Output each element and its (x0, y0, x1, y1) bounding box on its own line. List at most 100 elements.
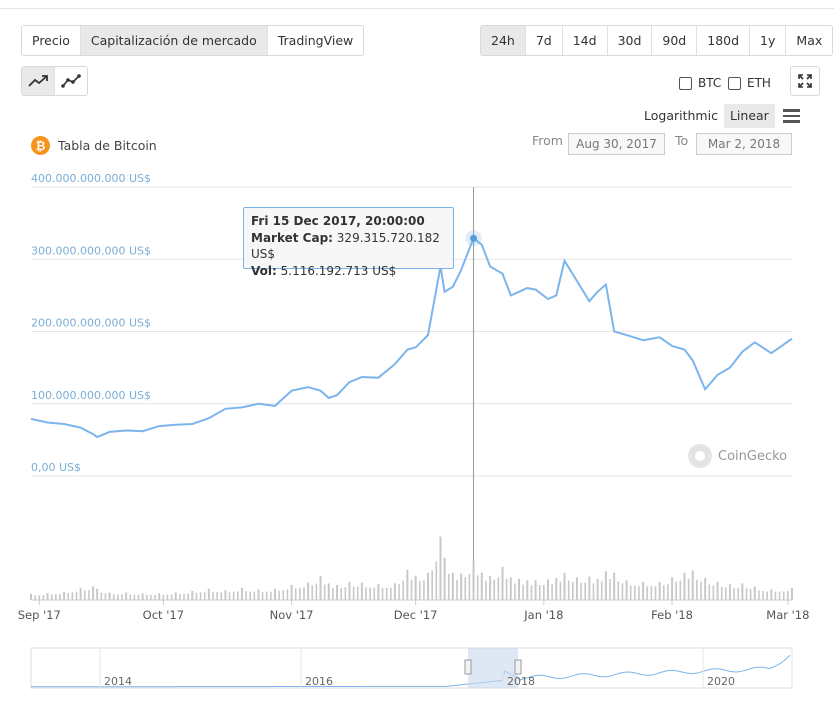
volume-bar (662, 585, 665, 600)
volume-bar (526, 580, 529, 600)
volume-bar (75, 591, 78, 600)
volume-bar (782, 591, 785, 600)
volume-bar (174, 592, 177, 600)
tab-capitalizaci-n-de-mercado[interactable]: Capitalización de mercado (80, 26, 268, 55)
menu-icon[interactable] (782, 109, 800, 123)
volume-bar (604, 571, 607, 600)
volume-bar (480, 572, 483, 600)
range-90d[interactable]: 90d (652, 26, 698, 55)
volume-bar (762, 590, 764, 600)
range-7d[interactable]: 7d (525, 26, 563, 55)
volume-bar (778, 591, 781, 600)
volume-bar (712, 585, 715, 600)
range-30d[interactable]: 30d (607, 26, 653, 55)
volume-bar (634, 585, 636, 600)
navigator-frame (30, 647, 793, 689)
from-date-input[interactable]: Aug 30, 2017 (568, 133, 665, 155)
volume-bar (745, 588, 748, 600)
line-chart-icon[interactable] (22, 67, 55, 95)
to-label: To (675, 133, 689, 148)
navigator-line (31, 654, 791, 688)
tooltip-vol-value: 5.116.192.713 US$ (280, 263, 397, 278)
compare-btc[interactable]: BTC (679, 76, 721, 90)
from-label: From (532, 133, 563, 148)
y-tick-label: 200.000.000.000 US$ (31, 317, 151, 330)
volume-bar (410, 579, 413, 600)
range-1y[interactable]: 1y (750, 26, 787, 55)
volume-bar (220, 592, 223, 600)
volume-bar (609, 579, 611, 600)
volume-bar (96, 588, 99, 600)
volume-bar (497, 577, 500, 600)
compare-eth[interactable]: ETH (728, 76, 771, 90)
volume-bar (625, 580, 628, 600)
x-tick-label: Jan '18 (523, 608, 563, 622)
market-cap-line (30, 236, 793, 439)
volume-bar (538, 585, 541, 600)
volume-bar (456, 579, 458, 600)
volume-bar (435, 561, 438, 600)
volume-bar (522, 584, 524, 600)
navigator-label: 2016 (305, 675, 333, 688)
tab-tradingview[interactable]: TradingView (267, 26, 364, 55)
tab-precio[interactable]: Precio (22, 26, 81, 55)
tooltip-vol-label: Vol: (251, 263, 277, 278)
volume-bar (600, 581, 603, 600)
expand-icon (798, 74, 812, 88)
volume-bar (728, 584, 731, 600)
logarithmic-button[interactable]: Logarithmic (644, 108, 718, 123)
btc-checkbox[interactable] (679, 76, 692, 90)
volume-bar (493, 579, 496, 600)
volume-bar (505, 579, 508, 600)
volume-bar (584, 582, 587, 600)
range-24h[interactable]: 24h (481, 26, 526, 55)
volume-bar (249, 591, 252, 600)
volume-bar (154, 594, 156, 600)
volume-bar (654, 586, 657, 600)
volume-bar (580, 582, 582, 600)
tooltip: Fri 15 Dec 2017, 20:00:00 Market Cap: 32… (243, 207, 454, 278)
volume-bar (741, 583, 744, 600)
volume-bar (501, 566, 504, 600)
volume-bar (489, 575, 492, 600)
x-tick-label: Feb '18 (651, 608, 693, 622)
volume-bar (332, 588, 334, 600)
ohlc-chart-icon[interactable] (55, 67, 87, 95)
tooltip-date: Fri 15 Dec 2017, 20:00:00 (251, 214, 425, 228)
range-max[interactable]: Max (786, 26, 833, 55)
coingecko-watermark: CoinGecko (688, 444, 787, 468)
range-14d[interactable]: 14d (562, 26, 608, 55)
to-date-input[interactable]: Mar 2, 2018 (696, 133, 792, 155)
x-tick-label: Dec '17 (394, 608, 438, 622)
volume-bar (555, 578, 558, 600)
volume-bar (34, 595, 36, 600)
volume-bar (203, 591, 206, 600)
eth-label: ETH (747, 76, 771, 90)
volume-bar (485, 580, 487, 600)
volume-bar (431, 570, 433, 600)
x-tick-label: Mar '18 (766, 608, 809, 622)
navigator-label: 2020 (707, 675, 735, 688)
volume-bar (179, 594, 181, 600)
volume-bar (613, 572, 616, 600)
volume-bar (385, 587, 388, 600)
volume-bar (191, 590, 194, 600)
volume-bar (137, 594, 140, 600)
fullscreen-button[interactable] (790, 66, 820, 96)
linear-button[interactable]: Linear (723, 104, 775, 128)
chart-tabs: Precio Capitalización de mercado TradingVi… (21, 25, 365, 56)
volume-bar (108, 592, 111, 600)
volume-bar (228, 592, 231, 600)
eth-checkbox[interactable] (728, 76, 741, 90)
volume-bar (588, 576, 591, 600)
navigator-label: 2018 (507, 675, 535, 688)
y-tick-label: 100.000.000.000 US$ (31, 389, 151, 402)
range-180d[interactable]: 180d (697, 26, 751, 55)
volume-bar (423, 580, 425, 600)
time-range-selector: 24h 7d 14d 30d 90d 180d 1y Max (480, 25, 834, 56)
volume-bar (327, 583, 330, 600)
volume-bar (195, 592, 198, 600)
volume-bar (704, 578, 707, 600)
volume-bar (571, 581, 574, 600)
